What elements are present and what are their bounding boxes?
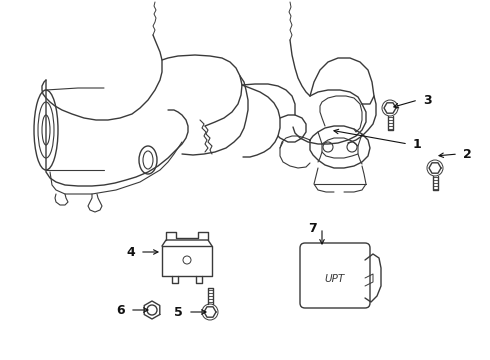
Text: 7: 7 <box>308 221 317 234</box>
Text: 3: 3 <box>423 94 432 107</box>
Text: 4: 4 <box>126 246 135 258</box>
Text: 6: 6 <box>117 303 125 316</box>
Text: 5: 5 <box>174 306 183 319</box>
Text: 1: 1 <box>413 138 422 150</box>
Text: 2: 2 <box>463 148 472 161</box>
Text: UPT: UPT <box>325 274 345 284</box>
